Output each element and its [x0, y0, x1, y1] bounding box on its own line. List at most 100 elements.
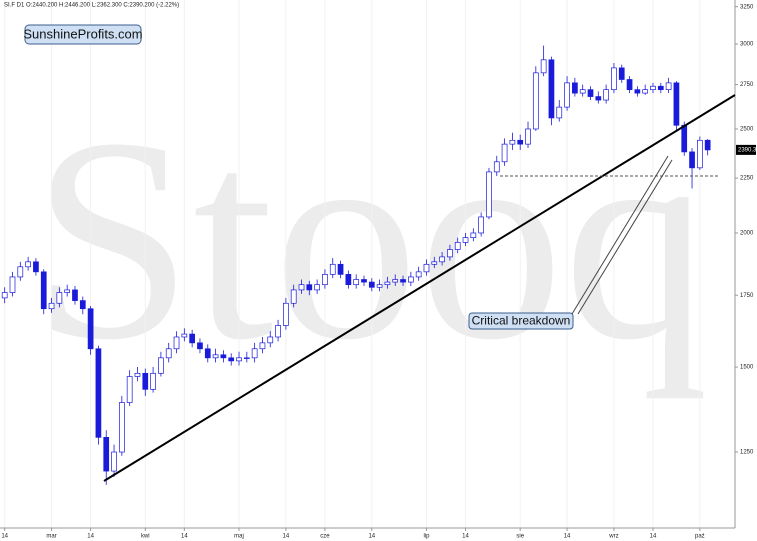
y-tick-label: 1750: [740, 293, 754, 299]
price-tag-label: 2390.30: [738, 147, 757, 153]
candle-body: [423, 263, 430, 273]
candle-body: [173, 336, 180, 350]
candle-body: [95, 348, 102, 438]
candle-body: [111, 451, 117, 472]
candle-body: [134, 372, 141, 377]
y-tick-label: 2500: [740, 127, 754, 133]
candle-body: [665, 82, 672, 91]
candle-body: [368, 281, 375, 288]
candle-body: [642, 89, 649, 94]
candle-body: [103, 437, 110, 472]
candle-body: [283, 302, 289, 326]
x-tick-label: kwi: [141, 534, 150, 540]
annotation: Critical breakdown: [472, 314, 571, 328]
candle-body: [337, 263, 344, 275]
candle-body: [618, 67, 625, 80]
candle-body: [314, 284, 320, 291]
candle-body: [501, 143, 508, 163]
candle-body: [79, 300, 86, 310]
candle-body: [290, 289, 297, 304]
x-tick-label: lip: [423, 534, 430, 540]
candle-body: [626, 79, 633, 91]
candle-body: [25, 261, 31, 268]
candle-body: [572, 82, 578, 94]
y-tick-label: 3250: [740, 4, 754, 10]
candle-body: [408, 276, 414, 283]
callout-line: [571, 155, 669, 315]
x-tick-label: 14: [564, 534, 571, 540]
x-tick-label: 14: [283, 534, 290, 540]
x-tick-label: 14: [181, 534, 188, 540]
candle-body: [181, 333, 188, 338]
candle-body: [243, 357, 250, 359]
candle-body: [486, 171, 492, 218]
candle-body: [204, 348, 211, 359]
candle-body: [1, 292, 8, 299]
y-tick-label: 1250: [740, 450, 754, 456]
candle-body: [40, 271, 47, 310]
candles: [1, 45, 711, 485]
candle-body: [673, 82, 680, 126]
candle-body: [353, 279, 360, 286]
candle-body: [579, 89, 586, 94]
candle-body: [48, 302, 55, 310]
candle-body: [517, 139, 524, 145]
x-tick-label: 14: [650, 534, 657, 540]
x-tick-label: mar: [46, 534, 56, 540]
candle-body: [532, 72, 539, 130]
candle-body: [329, 263, 336, 275]
candle-body: [431, 261, 438, 265]
candle-body: [454, 242, 461, 250]
candle-body: [493, 161, 500, 173]
candle-body: [361, 279, 367, 283]
candle-body: [33, 261, 39, 273]
candle-body: [548, 59, 555, 119]
candle-body: [587, 89, 594, 97]
y-tick-label: 2250: [740, 176, 754, 182]
candle-body: [689, 151, 695, 169]
watermark: Stooq: [32, 79, 709, 400]
candle-body: [384, 281, 391, 286]
candle-body: [392, 279, 399, 283]
candle-body: [165, 348, 172, 359]
candle-body: [220, 354, 227, 359]
candle-body: [228, 357, 235, 362]
candle-body: [251, 348, 258, 359]
candle-body: [236, 357, 242, 362]
candle-body: [564, 82, 570, 108]
candle-body: [439, 256, 445, 263]
candle-body: [462, 237, 469, 243]
candle-body: [634, 89, 641, 94]
candle-body: [447, 249, 453, 258]
candle-body: [525, 128, 531, 145]
candle-body: [603, 89, 609, 101]
annotation-box: [468, 312, 574, 330]
x-tick-label: 14: [462, 534, 469, 540]
candle-body: [556, 106, 563, 119]
x-tick-label: 14: [87, 534, 94, 540]
candle-body: [322, 274, 328, 286]
candle-body: [275, 325, 281, 338]
candle-body: [17, 266, 24, 278]
chart-title: SI.F D1 O:2440.200 H:2446.200 L:2362.300…: [4, 3, 179, 9]
candle-body: [478, 216, 484, 234]
y-tick-label: 3000: [740, 42, 754, 48]
x-tick-label: paź: [695, 534, 705, 540]
trend-line: [103, 94, 736, 482]
candle-body: [72, 289, 78, 301]
candle-body: [470, 232, 477, 239]
candle-body: [87, 308, 94, 350]
candle-body: [657, 85, 664, 91]
logo-box: [24, 24, 142, 45]
x-tick-label: 14: [368, 534, 375, 540]
candle-body: [509, 139, 516, 145]
candle-body: [212, 354, 219, 359]
candle-body: [345, 274, 352, 286]
candle-body: [697, 139, 703, 169]
x-tick-label: 14: [1, 534, 8, 540]
callout-line: [577, 159, 673, 315]
y-tick-label: 1500: [740, 365, 754, 371]
candle-body: [9, 276, 16, 293]
